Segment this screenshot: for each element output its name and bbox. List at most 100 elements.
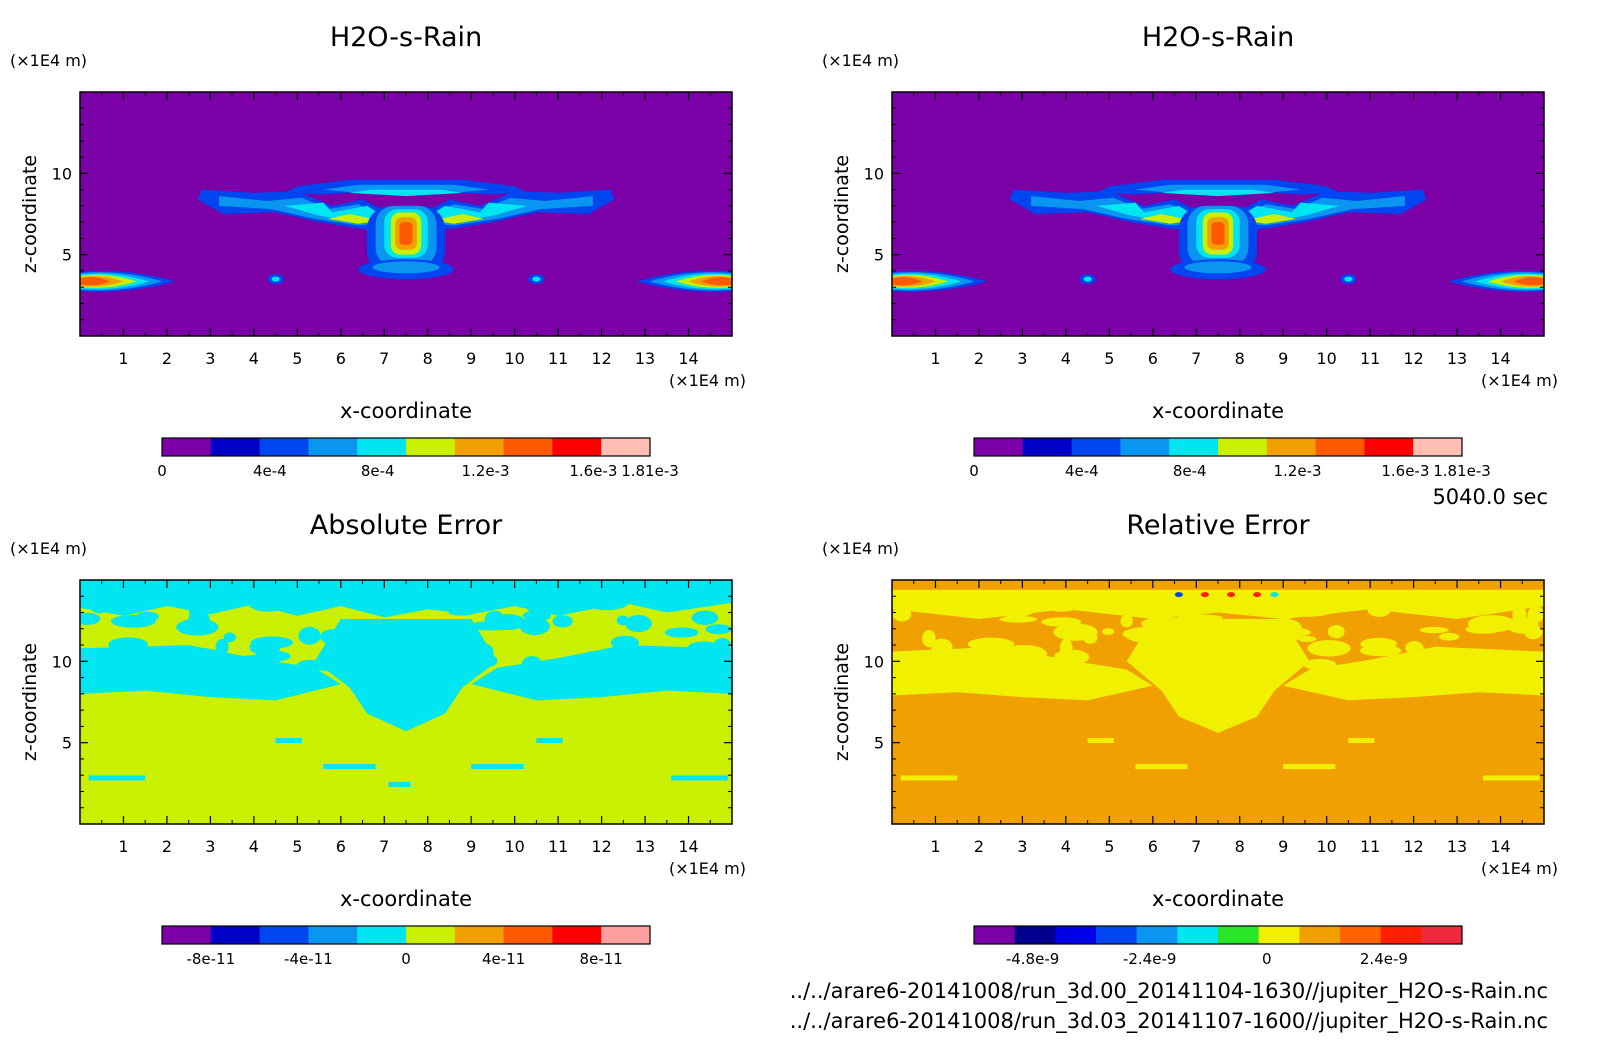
x-tick-label: 8 [423, 349, 433, 368]
colorbar-swatch [259, 438, 309, 456]
x-unit-label: (×1E4 m) [669, 371, 746, 390]
x-tick-label: 13 [1447, 837, 1467, 856]
x-unit-label: (×1E4 m) [1481, 859, 1558, 878]
colorbar-swatch [503, 438, 553, 456]
noise-patch [1465, 624, 1501, 634]
colorbar-swatch [259, 926, 309, 944]
colorbar-swatch [1218, 926, 1260, 944]
y-tick-label: 5 [874, 734, 884, 753]
colorbar-swatch [406, 926, 456, 944]
colorbar-swatch [1136, 926, 1178, 944]
colorbar-frame [161, 925, 651, 945]
y-tick-label: 5 [62, 246, 72, 265]
noise-patch [331, 636, 352, 646]
x-tick-label: 8 [1235, 349, 1245, 368]
noise-patch [610, 635, 640, 650]
stem-red [1211, 222, 1225, 245]
low-streak [471, 764, 524, 770]
noise-patch [1278, 612, 1291, 628]
chart-title: Relative Error [1126, 510, 1310, 541]
x-tick-label: 13 [635, 349, 655, 368]
colorbar-swatch [1218, 438, 1268, 456]
x-tick-label: 5 [292, 837, 302, 856]
top-spot [1200, 592, 1209, 598]
noise-patch [1102, 628, 1115, 636]
y-axis-label: z-coordinate [19, 155, 41, 273]
low-streak [1135, 764, 1188, 770]
noise-patch [1244, 647, 1292, 654]
colorbar-tick-label: 0 [157, 462, 167, 480]
noise-patch [688, 641, 720, 653]
x-tick-label: 3 [1017, 837, 1027, 856]
edge-lens [80, 277, 111, 286]
x-tick-label: 14 [1490, 837, 1510, 856]
central-column [314, 619, 498, 732]
y-tick-label: 5 [62, 734, 72, 753]
top-spot [1253, 592, 1262, 598]
colorbar-tick-label: 1.81e-3 [621, 462, 679, 480]
noise-patch [1419, 626, 1449, 634]
noise-patch [552, 615, 573, 628]
colorbar-tick-label: -8e-11 [186, 950, 235, 968]
x-axis-label: x-coordinate [340, 399, 472, 423]
noise-patch [1327, 624, 1345, 639]
noise-patch [1083, 631, 1098, 644]
colorbar-tick-label: 4e-4 [253, 462, 287, 480]
x-tick-label: 9 [1278, 837, 1288, 856]
noise-patch [1224, 652, 1272, 670]
noise-patch [1141, 616, 1187, 632]
wing-core [327, 214, 380, 224]
noise-patch [92, 654, 117, 672]
noise-patch [967, 637, 1015, 651]
noise-patch [1043, 595, 1081, 612]
x-tick-label: 3 [205, 837, 215, 856]
noise-patch [625, 615, 652, 633]
x-tick-label: 6 [336, 837, 346, 856]
x-axis-label: x-coordinate [340, 887, 472, 911]
noise-patch [1405, 641, 1424, 655]
wing-core [1139, 214, 1192, 224]
noise-patch [1298, 635, 1317, 643]
low-streak [323, 764, 376, 770]
x-tick-label: 10 [504, 349, 524, 368]
left-lobe [892, 646, 1153, 701]
x-tick-label: 6 [336, 349, 346, 368]
noise-patch [491, 614, 526, 630]
noise-patch [923, 662, 961, 676]
noise-patch [1438, 632, 1460, 641]
stem-red [399, 222, 413, 245]
x-tick-label: 12 [1403, 837, 1423, 856]
plot-area [892, 92, 1544, 336]
small-blob-core [1083, 276, 1092, 282]
x-tick-label: 3 [205, 349, 215, 368]
noise-patch [691, 610, 719, 625]
noise-patch [1210, 644, 1258, 655]
noise-patch [277, 598, 317, 610]
chart-title: Absolute Error [310, 510, 503, 541]
colorbar-tick-label: 1.6e-3 [1381, 462, 1429, 480]
x-tick-label: 10 [1316, 837, 1336, 856]
colorbar-swatch [162, 926, 212, 944]
y-axis-label: z-coordinate [831, 643, 853, 761]
top-spot [1174, 592, 1183, 598]
colorbar: -8e-11 -4e-11 0 4e-11 8e-11 [161, 925, 651, 968]
noise-patch [1233, 599, 1271, 608]
noise-patch [657, 653, 684, 666]
noise-patch [1114, 591, 1149, 609]
colorbar-tick-label: 0 [401, 950, 411, 968]
x-unit-label: (×1E4 m) [669, 859, 746, 878]
x-unit-label: (×1E4 m) [1481, 371, 1558, 390]
noise-patch [418, 640, 459, 648]
colorbar-swatch [406, 438, 456, 456]
noise-patch [1177, 614, 1223, 622]
cap-inner [1161, 189, 1218, 197]
noise-patch [108, 637, 149, 652]
noise-patch [298, 626, 321, 645]
left-lobe [80, 645, 341, 701]
y-axis-label: z-coordinate [19, 643, 41, 761]
x-tick-label: 11 [548, 349, 568, 368]
plot-area [80, 580, 732, 824]
